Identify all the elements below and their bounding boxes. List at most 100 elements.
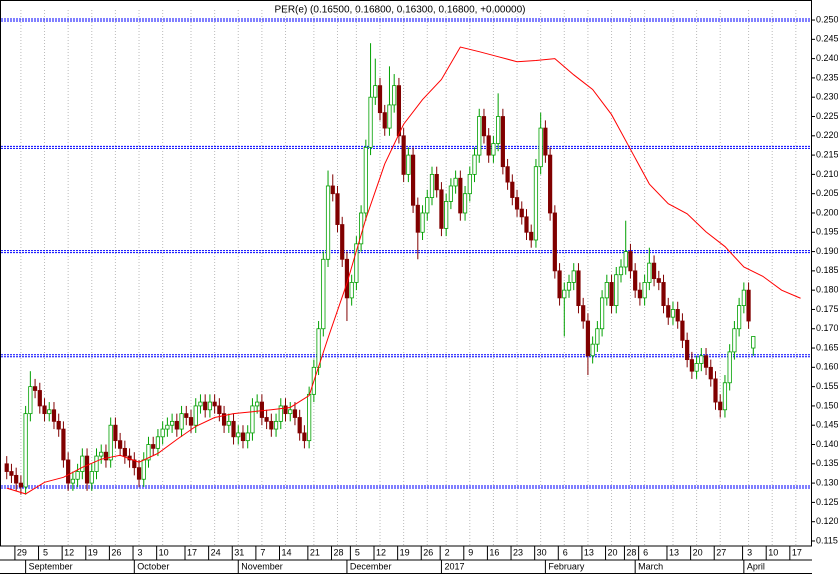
candle-body — [533, 166, 539, 241]
y-tick-label: 0.150 — [816, 400, 838, 410]
y-tick-label: 0.190 — [816, 246, 838, 256]
x-tick-label: 14 — [282, 547, 292, 557]
candle-body — [231, 420, 236, 438]
candle-body — [699, 355, 704, 364]
candle-body — [571, 270, 576, 283]
month-label: September — [29, 561, 73, 571]
candle-body — [174, 420, 179, 430]
candle-body — [557, 270, 562, 299]
candle-body — [524, 216, 529, 233]
candle-body — [108, 424, 113, 461]
candle-body — [236, 432, 241, 438]
candle-body — [70, 478, 75, 484]
x-tick-label: 10 — [768, 547, 778, 557]
candle-body — [146, 444, 151, 461]
x-tick-label: 12 — [376, 547, 386, 557]
x-tick-label: 24 — [211, 547, 221, 557]
month-label: October — [137, 561, 169, 571]
candle-body — [448, 185, 453, 202]
candle-body — [685, 339, 690, 361]
y-tick-label: 0.245 — [816, 34, 838, 44]
month-label: February — [548, 561, 585, 571]
candle-body — [581, 305, 586, 322]
plot-frame — [0, 0, 812, 547]
x-tick-label: 20 — [693, 547, 703, 557]
candle-body — [491, 143, 496, 156]
candle-body — [217, 405, 222, 415]
candle-body — [292, 409, 298, 418]
candle-body — [548, 154, 553, 214]
y-tick-label: 0.165 — [816, 342, 838, 352]
x-tick-label: 31 — [234, 547, 244, 557]
candle-body — [500, 116, 505, 168]
candle-body — [741, 289, 746, 306]
candle-body — [406, 154, 411, 175]
candle-body — [703, 355, 709, 368]
candle-body — [188, 417, 194, 426]
candle-body — [297, 417, 302, 434]
candle-body — [118, 440, 123, 449]
x-tick-label: 10 — [159, 547, 169, 557]
month-label: 2017 — [444, 561, 464, 571]
candle-body — [325, 185, 331, 260]
candle-body — [75, 471, 80, 480]
candle-body — [689, 359, 694, 372]
candle-body — [136, 467, 142, 480]
candle-body — [642, 282, 647, 299]
month-label: December — [350, 561, 392, 571]
candle-body — [132, 459, 137, 469]
x-tick-label: 17 — [187, 547, 197, 557]
candle-body — [4, 463, 9, 472]
candle-body — [429, 173, 435, 198]
candle-body — [425, 197, 430, 214]
candle-body — [633, 270, 638, 291]
candle-body — [84, 455, 90, 484]
y-tick-label: 0.160 — [816, 362, 838, 372]
y-tick-label: 0.235 — [816, 72, 838, 82]
candle-body — [737, 305, 742, 330]
candle-body — [529, 231, 534, 241]
candle-body — [193, 405, 198, 426]
candle-body — [307, 393, 312, 442]
y-tick-label: 0.155 — [816, 381, 838, 391]
candle-body — [628, 251, 633, 272]
candle-body — [543, 127, 548, 156]
candle-body — [198, 401, 203, 407]
candle-body — [410, 154, 416, 206]
candle-body — [651, 262, 657, 279]
y-tick-label: 0.120 — [816, 516, 838, 526]
candle-body — [420, 212, 425, 233]
candle-body — [61, 428, 66, 461]
candle-body — [255, 401, 260, 407]
candle-body — [382, 112, 387, 129]
candle-body — [99, 451, 104, 457]
y-tick-label: 0.125 — [816, 497, 838, 507]
candle-body — [462, 193, 468, 214]
candle-body — [496, 116, 501, 144]
candle-body — [732, 328, 737, 353]
x-tick-label: 3 — [747, 547, 752, 557]
x-tick-label: 27 — [716, 547, 726, 557]
x-tick-label: 28 — [626, 547, 636, 557]
candle-body — [486, 135, 491, 156]
candle-body — [226, 420, 231, 426]
candle-body — [66, 459, 71, 484]
candle-body — [576, 270, 581, 306]
candle-body — [141, 459, 146, 480]
candle-body — [604, 282, 609, 299]
candle-body — [269, 420, 274, 430]
x-tick-label: 6 — [643, 547, 648, 557]
candle-body — [349, 282, 354, 299]
candle-body — [80, 455, 85, 472]
y-tick-label: 0.175 — [816, 304, 838, 314]
x-tick-label: 12 — [64, 547, 74, 557]
candle-body — [221, 413, 227, 426]
candle-body — [245, 432, 250, 442]
candle-body — [472, 154, 477, 175]
month-label: April — [747, 561, 765, 571]
candle-body — [278, 405, 283, 422]
candle-body — [373, 85, 378, 98]
candle-body — [453, 177, 458, 187]
candle-body — [590, 343, 595, 357]
